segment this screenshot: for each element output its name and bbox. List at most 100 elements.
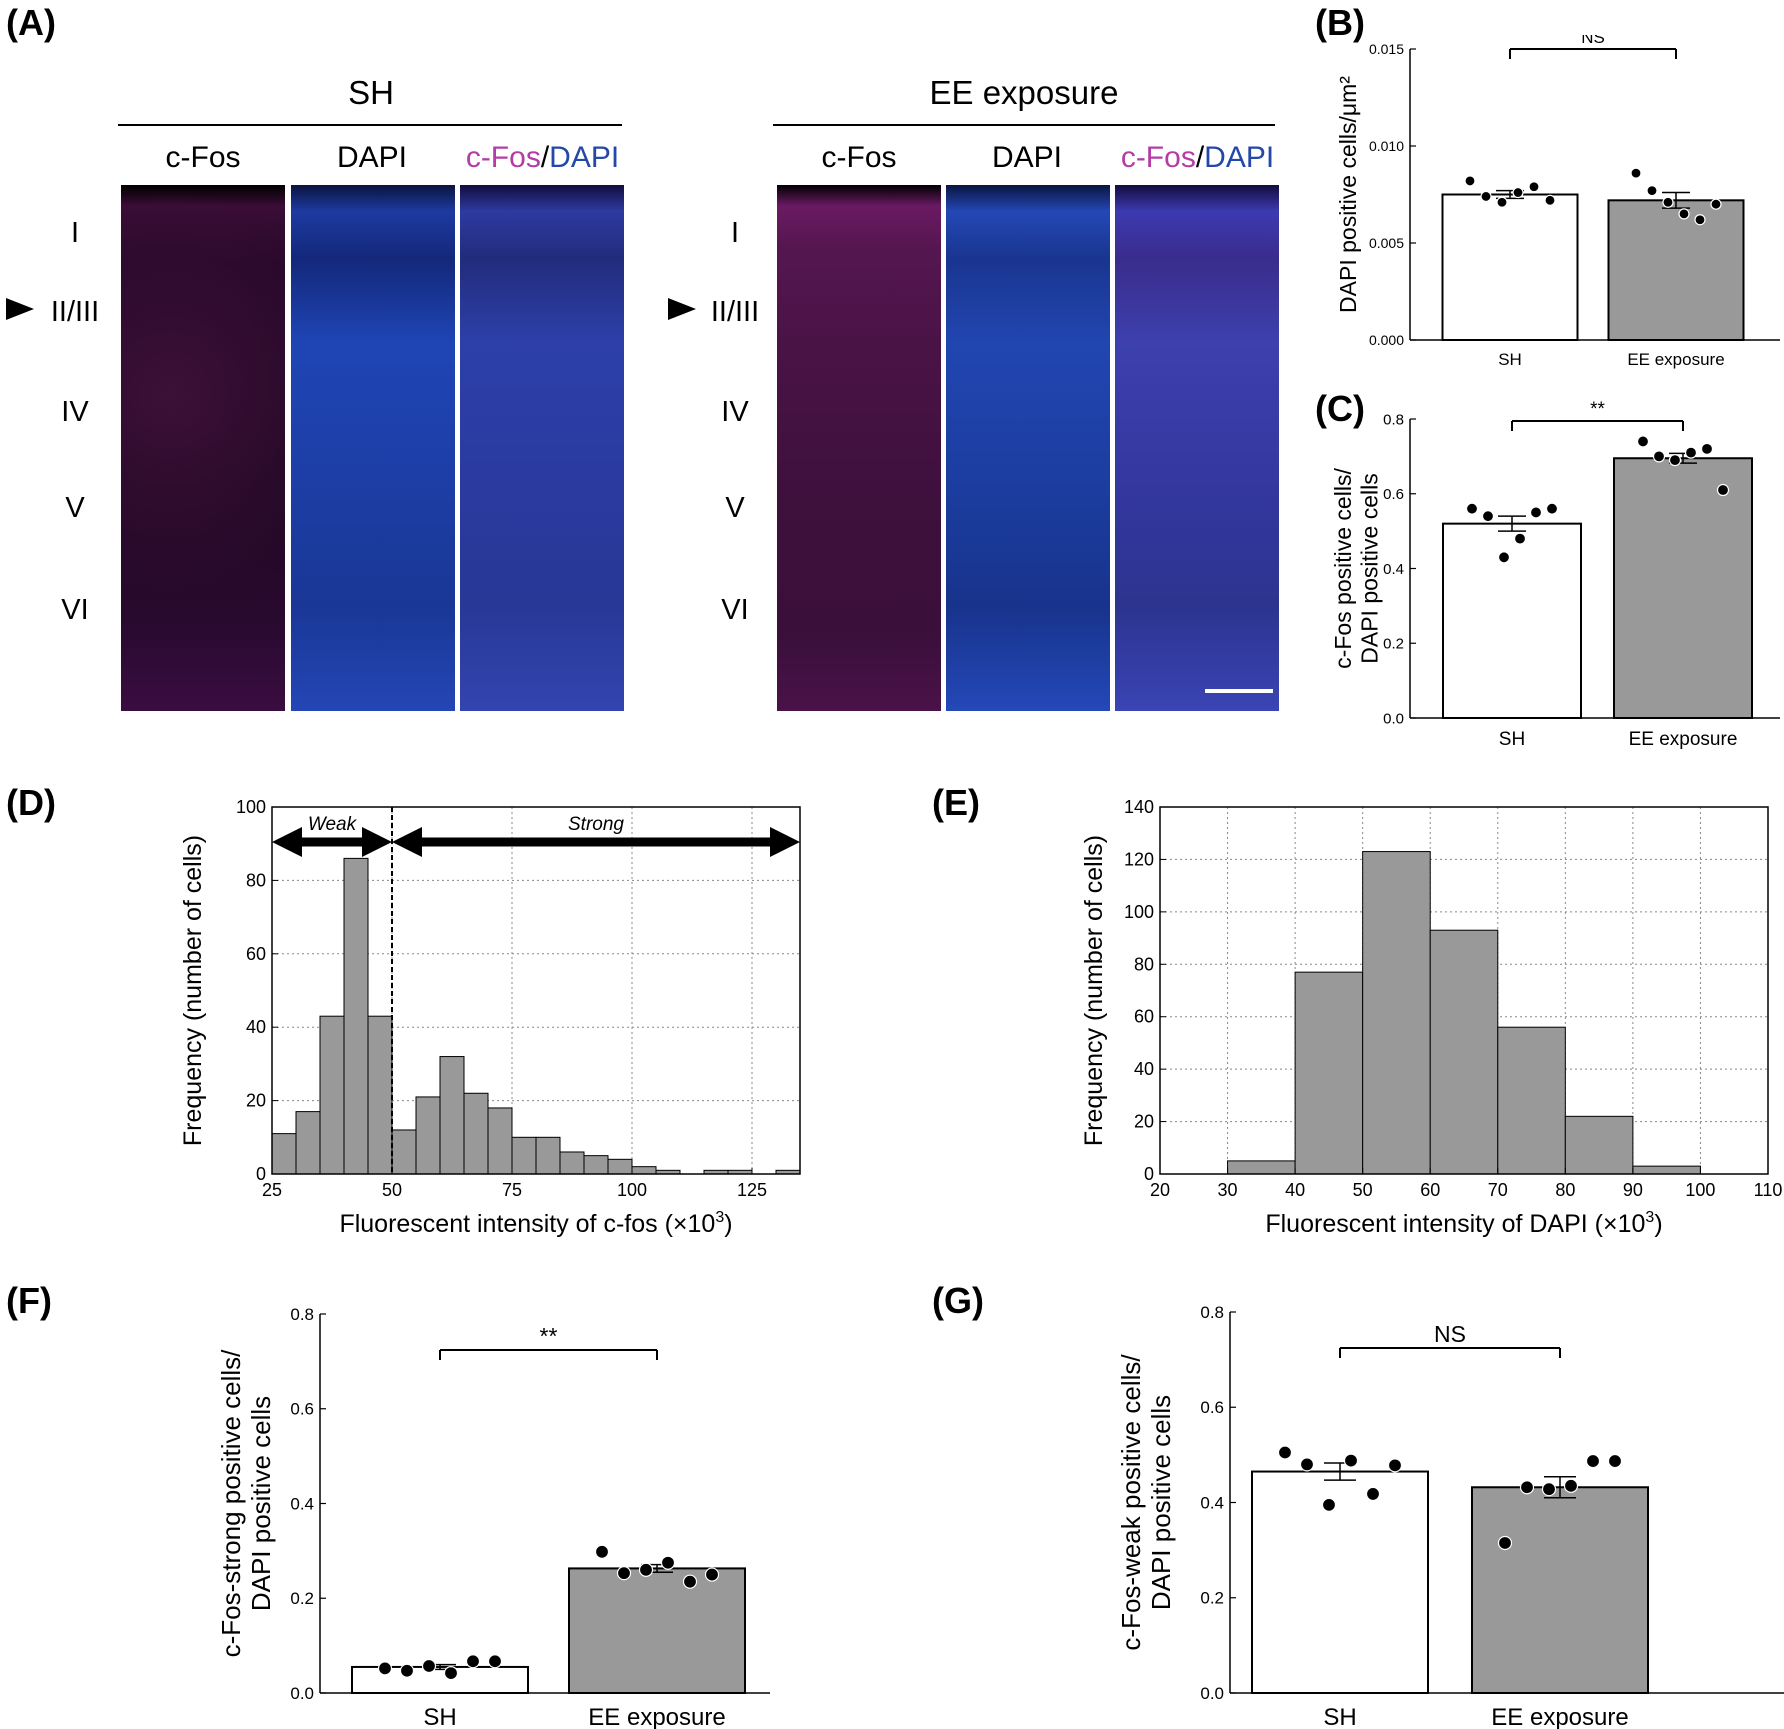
channel-label-dapi-sh: DAPI xyxy=(336,141,408,174)
channel-label-merge-sh: c-Fos/DAPI xyxy=(455,141,630,175)
data-point xyxy=(1662,196,1674,208)
histogram-bar xyxy=(583,1155,609,1175)
y-tick-label: 0.0 xyxy=(1200,1684,1224,1703)
y-tick-label: 0.2 xyxy=(1383,636,1404,653)
layer-label-i: I xyxy=(730,217,740,249)
data-point xyxy=(1465,502,1479,515)
x-tick-label: 90 xyxy=(1623,1180,1643,1200)
data-point xyxy=(1710,198,1722,210)
data-point xyxy=(1464,175,1476,187)
y-axis-label: Frequency (number of cells) xyxy=(1080,835,1108,1146)
y-tick-label: 0 xyxy=(1144,1164,1154,1184)
x-tick-label: 80 xyxy=(1555,1180,1575,1200)
channel-label-cfos-ee: c-Fos xyxy=(821,141,897,174)
layer-label-v: V xyxy=(65,492,85,524)
histogram-bar xyxy=(343,857,369,1175)
y-tick-label: 20 xyxy=(1134,1112,1154,1132)
y-tick-label: 140 xyxy=(1124,797,1154,817)
y-tick-label: 0.6 xyxy=(290,1400,314,1419)
merge-label-slash-ee: / xyxy=(1195,141,1205,174)
data-point xyxy=(1387,1458,1403,1473)
x-tick-label: 30 xyxy=(1218,1180,1238,1200)
micrograph-ee-merge xyxy=(1115,185,1279,711)
category-label: SH xyxy=(1499,729,1525,750)
data-point xyxy=(1544,194,1556,206)
y-tick-label: 40 xyxy=(246,1017,266,1037)
data-point xyxy=(616,1566,632,1581)
y-tick-label: 0.2 xyxy=(1200,1589,1224,1608)
data-point xyxy=(1541,1482,1557,1497)
data-point xyxy=(1480,190,1492,203)
histogram-bar xyxy=(511,1136,537,1175)
x-axis-label: Fluorescent intensity of c-fos (×103) xyxy=(339,1209,732,1238)
data-point xyxy=(1365,1486,1381,1502)
x-tick-label: 20 xyxy=(1150,1180,1170,1200)
data-point xyxy=(1513,532,1527,545)
y-axis-label: DAPI positive cells/μm² xyxy=(1335,76,1361,313)
group-underline-sh xyxy=(118,124,622,126)
y-tick-label: 60 xyxy=(1134,1007,1154,1027)
layer-label-i: I xyxy=(70,217,80,249)
chart-e: 20 30 40 50 60 70 80 90 100 110020406080100120140… xyxy=(1080,797,1782,1238)
data-point xyxy=(638,1562,654,1577)
y-tick-label: 0.6 xyxy=(1200,1398,1224,1417)
histogram-bar xyxy=(463,1092,489,1175)
arrowhead-icon xyxy=(362,827,392,857)
y-tick-label: 0.0 xyxy=(1383,710,1404,727)
panel-label-b: (B) xyxy=(1315,2,1365,43)
x-tick-label: 40 xyxy=(1285,1180,1305,1200)
channel-label-merge-ee: c-Fos/DAPI xyxy=(1110,141,1285,175)
arrowhead-icon xyxy=(6,298,34,320)
x-tick-label: 25 xyxy=(262,1180,282,1200)
category-label: EE exposure xyxy=(1491,1704,1628,1729)
group-underline-ee xyxy=(773,124,1275,126)
channel-label-cfos-sh: c-Fos xyxy=(165,141,241,174)
data-point xyxy=(1299,1457,1315,1472)
histogram-bar xyxy=(271,1133,297,1175)
chart-d: 25 50 75 100 125 0 20 40 60 80 100 Fluorescent inte… xyxy=(179,797,801,1238)
layer-label-v: V xyxy=(725,492,745,524)
chart-b: 0.000 0.005 0.010 0.015 SH EE exposure NS DAPI … xyxy=(1335,35,1780,369)
data-point xyxy=(1512,186,1524,199)
y-tick-label: 20 xyxy=(246,1091,266,1111)
category-label: EE exposure xyxy=(1627,350,1724,369)
panel-label-e: (E) xyxy=(932,782,980,823)
arrowhead-icon xyxy=(272,827,302,857)
data-point xyxy=(1496,196,1508,208)
histogram-bar xyxy=(631,1166,657,1175)
panel-label-c: (C) xyxy=(1315,388,1365,429)
panel-label-a: (A) xyxy=(6,2,56,43)
histogram-bar xyxy=(535,1136,561,1175)
bar-ee xyxy=(568,1567,746,1694)
histogram-bar xyxy=(487,1107,513,1175)
y-tick-label: 0.8 xyxy=(1383,411,1404,428)
bar-ee xyxy=(1607,199,1745,341)
x-tick-label: 50 xyxy=(382,1180,402,1200)
merge-label-cfos: c-Fos xyxy=(465,141,541,174)
layer-label-iv: IV xyxy=(61,396,89,428)
data-point xyxy=(1481,510,1495,523)
x-tick-label: 100 xyxy=(1685,1180,1715,1200)
data-point xyxy=(1563,1478,1579,1493)
layer-label-ii-iii: II/III xyxy=(50,296,100,328)
micrograph-sh-cfos xyxy=(121,185,285,711)
x-tick-label: 60 xyxy=(1420,1180,1440,1200)
significance-label: NS xyxy=(1581,35,1605,47)
y-tick-label: 0.015 xyxy=(1369,41,1404,57)
merge-label-dapi: DAPI xyxy=(549,141,620,174)
group-title-sh: SH xyxy=(348,74,394,111)
y-tick-label: 0.2 xyxy=(290,1589,314,1608)
chart-g: 0.0 0.2 0.4 0.6 0.8 SH EE exposure NS c-Fos-weak… xyxy=(1116,1303,1784,1729)
layer-label-vi: VI xyxy=(721,594,749,626)
data-point xyxy=(443,1666,459,1681)
histogram-bar xyxy=(295,1111,321,1175)
y-axis-label: c-Fos positive cells/ xyxy=(1330,468,1356,669)
y-tick-label: 0.4 xyxy=(290,1494,314,1513)
histogram-bar xyxy=(319,1015,345,1175)
category-label: SH xyxy=(1498,350,1522,369)
layer-label-iv: IV xyxy=(721,396,749,428)
y-tick-label: 0 xyxy=(256,1164,266,1184)
y-tick-label: 0.4 xyxy=(1383,561,1404,578)
data-point xyxy=(1700,442,1714,456)
histogram-bar xyxy=(559,1151,585,1175)
